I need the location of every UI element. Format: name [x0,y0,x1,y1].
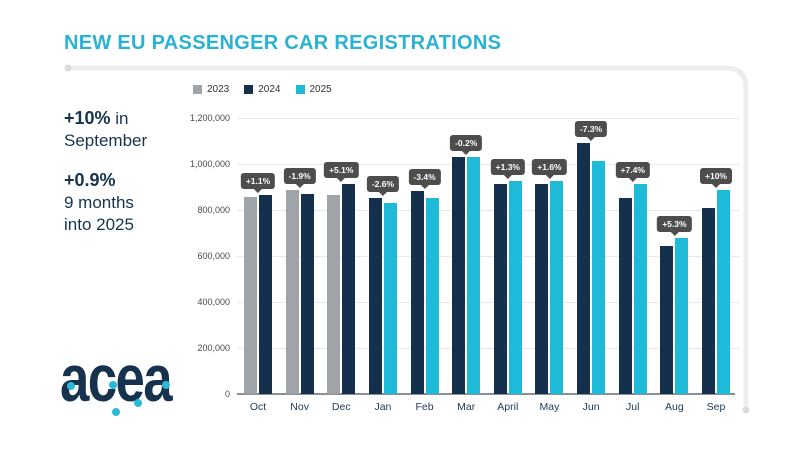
change-badge-jun: -7.3% [574,121,608,142]
legend-swatch-2023 [193,85,202,94]
logo-dot [134,399,142,407]
legend-item-2024: 2024 [244,84,281,95]
gridline [237,210,740,211]
logo-dot [109,381,117,389]
gridline [237,118,740,119]
change-badge-jan: -2.6% [366,176,400,197]
y-tick-label: 200,000 [197,343,230,353]
bar-2024-jan [368,198,382,394]
x-axis-label-jun: Jun [582,401,600,413]
bar-2025-jun [592,161,606,394]
stat-ytd-line3: into 2025 [64,215,134,234]
legend-item-2025: 2025 [295,84,332,95]
x-axis-label-oct: Oct [249,401,267,413]
legend-swatch-2025 [295,85,305,94]
change-badge-oct: +1.1% [240,172,276,193]
bar-2025-may [550,180,564,394]
bar-2025-mar [467,157,481,394]
stat-september-value: +10% [64,108,111,128]
x-axis-label-april: April [497,401,519,413]
y-tick-label: 1,200,000 [189,113,230,123]
acea-logo: acea [60,345,190,422]
bar-2023-nov [285,190,299,394]
x-axis-line [237,393,735,395]
change-badge-may: +1.6% [532,158,567,179]
bar-2024-may [535,184,549,394]
legend-item-2023: 2023 [193,84,229,95]
logo-dot [162,381,170,389]
gridline [237,164,740,165]
y-tick-label: 1,000,000 [189,159,230,169]
x-axis-label-jan: Jan [374,401,392,413]
bar-2024-oct [259,194,272,394]
bar-2024-mar [452,156,466,394]
bar-2025-feb [425,197,439,394]
change-badge-feb: -3.4% [408,168,441,189]
stat-september-line2: September [64,131,148,150]
change-badge-sep: +10% [700,167,732,188]
legend-label-2023: 2023 [207,84,230,95]
bar-2024-april [493,183,507,394]
bar-2024-sep [702,207,715,394]
change-badge-dec: +5.1% [324,162,359,183]
page-title: NEW EU PASSENGER CAR REGISTRATIONS [64,32,502,54]
bar-2024-jun [577,143,591,394]
bar-2023-oct [244,197,257,394]
gridline [237,302,740,303]
y-tick-label: 600,000 [197,251,230,261]
bar-2025-april [508,181,522,394]
chart-legend: 2023 2024 2025 [193,84,332,95]
y-tick-label: 800,000 [197,205,230,215]
bar-2025-aug [675,238,689,394]
gridline [237,256,740,257]
bar-2024-aug [660,245,674,394]
bar-2024-nov [300,194,314,394]
x-axis-label-may: May [539,401,560,413]
logo-dot [112,408,120,416]
legend-swatch-2024 [244,85,254,94]
stat-ytd: +0.9% 9 months into 2025 [64,169,134,236]
gridline [237,348,740,349]
x-axis-label-jul: Jul [626,401,640,413]
logo-dot [67,382,75,390]
stat-september: +10% in September [64,107,147,152]
x-axis-label-mar: Mar [457,401,476,413]
bar-2025-jan [383,202,397,394]
bar-2024-dec [342,184,356,394]
bar-2025-jul [633,183,647,394]
change-badge-april: +1.3% [490,159,525,180]
bar-2024-feb [410,190,424,394]
change-badge-nov: -1.9% [283,168,316,189]
legend-label-2024: 2024 [258,84,281,95]
y-tick-label: 0 [224,389,230,399]
x-axis-label-dec: Dec [331,401,351,413]
change-badge-aug: +5.3% [657,216,692,237]
bar-2023-dec [327,194,341,394]
stat-ytd-value: +0.9% [64,170,116,190]
x-axis-label-aug: Aug [665,401,684,413]
x-axis-label-nov: Nov [290,401,309,413]
change-badge-jul: +7.4% [615,161,650,182]
bar-2024-jul [618,198,632,394]
stat-ytd-line2: 9 months [64,193,134,212]
x-axis-label-sep: Sep [706,401,726,413]
change-badge-mar: -0.2% [450,134,483,155]
bar-2025-sep [717,189,730,394]
stat-september-suffix: in [110,109,129,128]
legend-label-2025: 2025 [309,84,332,95]
acea-logo-text: acea [60,341,173,415]
y-tick-label: 400,000 [197,297,230,307]
x-axis-label-feb: Feb [415,401,434,413]
